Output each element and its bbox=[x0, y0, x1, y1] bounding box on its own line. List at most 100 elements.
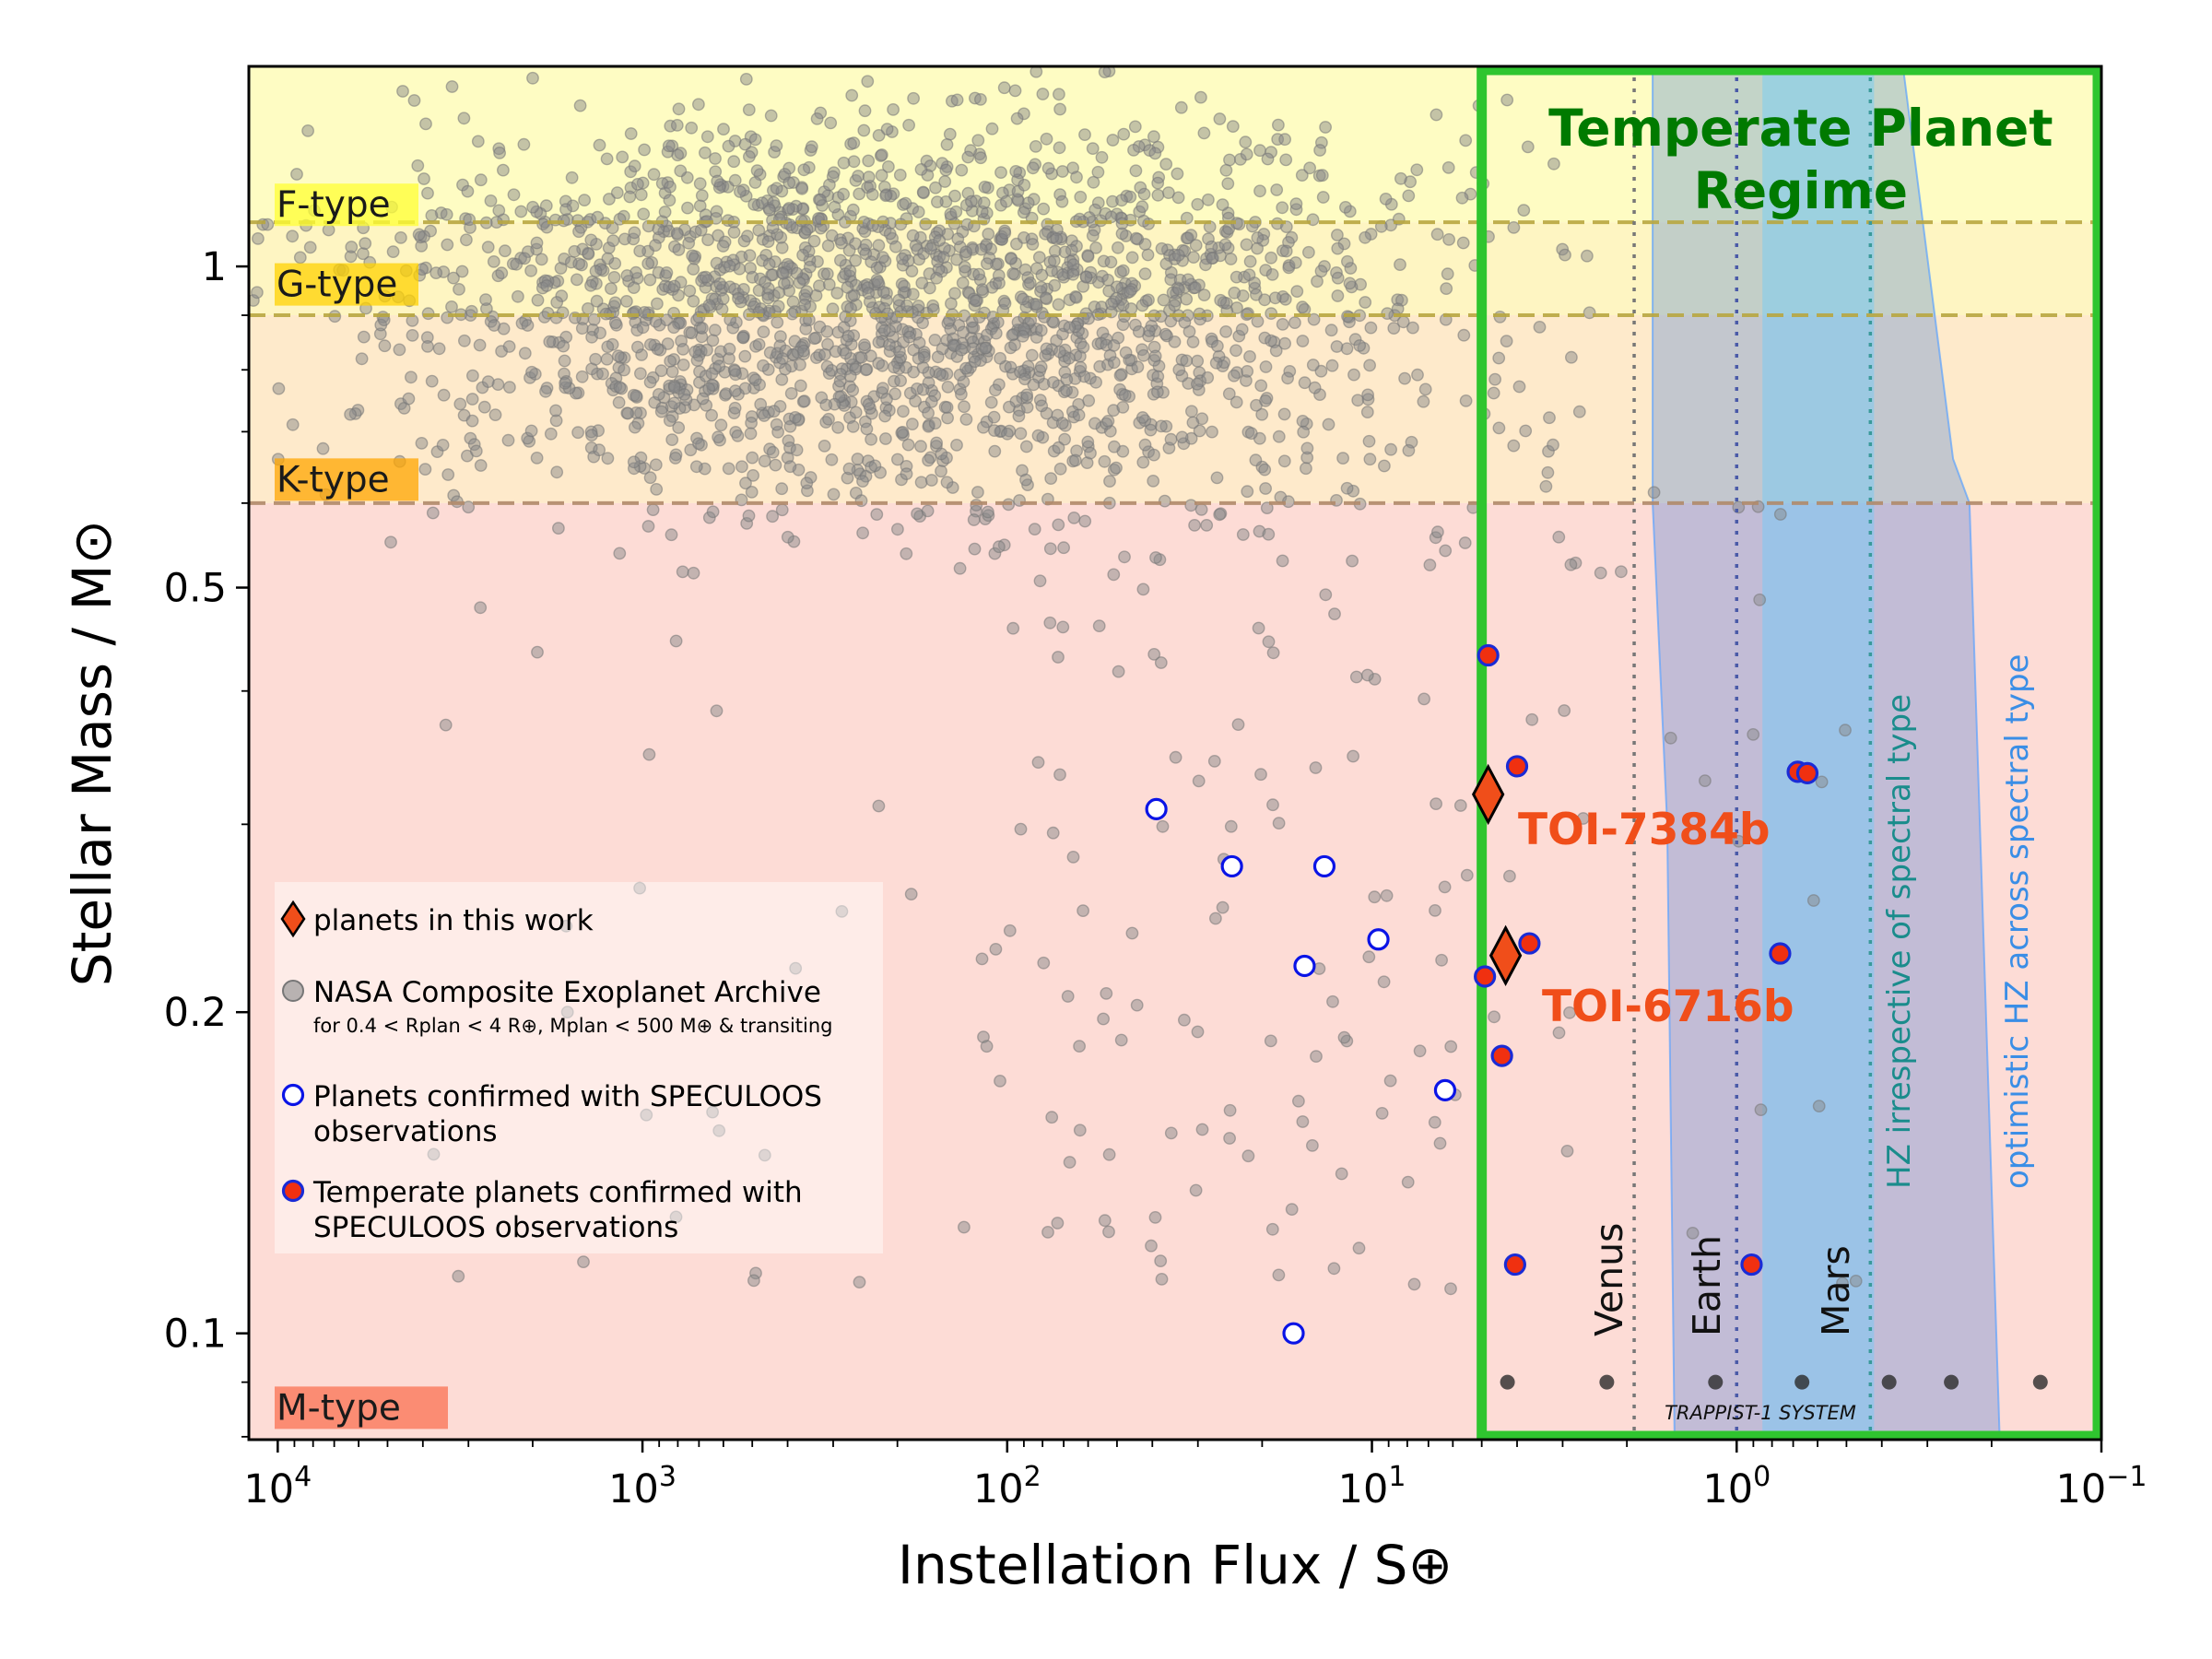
archive-point bbox=[1159, 158, 1173, 171]
archive-point bbox=[1324, 324, 1338, 337]
archive-point bbox=[1276, 317, 1289, 331]
archive-point bbox=[1019, 473, 1032, 487]
x-tick-exponent: −1 bbox=[2106, 1461, 2147, 1493]
archive-point bbox=[1330, 340, 1344, 353]
archive-point bbox=[743, 149, 756, 163]
archive-point bbox=[426, 506, 440, 520]
speculoos-temperate-point bbox=[1490, 1044, 1513, 1067]
archive-point bbox=[1364, 321, 1378, 335]
archive-point bbox=[665, 433, 679, 446]
archive-point bbox=[948, 189, 961, 203]
archive-point bbox=[856, 526, 869, 540]
archive-point bbox=[894, 218, 908, 231]
archive-point bbox=[587, 312, 601, 326]
archive-point bbox=[600, 352, 614, 366]
speculoos-temperate-point bbox=[1518, 932, 1541, 955]
archive-point bbox=[687, 294, 700, 308]
archive-point bbox=[761, 291, 775, 305]
archive-point bbox=[575, 370, 589, 383]
plot-frame bbox=[247, 65, 2103, 1441]
archive-point bbox=[469, 444, 483, 458]
archive-point bbox=[608, 316, 622, 330]
archive-point bbox=[1302, 245, 1315, 259]
archive-point bbox=[481, 241, 495, 253]
archive-point bbox=[1277, 407, 1291, 421]
archive-point bbox=[1336, 452, 1350, 465]
archive-point bbox=[1210, 471, 1224, 485]
archive-point bbox=[1100, 987, 1113, 1000]
archive-point bbox=[1359, 296, 1372, 309]
archive-point bbox=[1747, 728, 1760, 741]
archive-point bbox=[610, 186, 624, 200]
archive-point bbox=[1009, 164, 1023, 178]
speculoos-confirmed-point bbox=[1293, 954, 1316, 978]
archive-point bbox=[1435, 953, 1449, 967]
archive-point bbox=[1340, 342, 1354, 356]
archive-point bbox=[1533, 320, 1547, 334]
archive-point bbox=[1072, 408, 1086, 422]
archive-point bbox=[540, 220, 554, 234]
archive-point bbox=[1418, 382, 1432, 396]
archive-point bbox=[846, 419, 860, 433]
archive-point bbox=[953, 561, 967, 575]
archive-point bbox=[699, 270, 712, 284]
conservative-hz-region bbox=[1762, 66, 1875, 1440]
archive-point bbox=[933, 367, 947, 381]
archive-point bbox=[1418, 692, 1431, 706]
archive-point bbox=[1428, 1115, 1441, 1129]
archive-point bbox=[1308, 381, 1322, 394]
archive-point bbox=[1543, 411, 1556, 425]
archive-point bbox=[1039, 291, 1053, 305]
archive-point bbox=[870, 508, 884, 521]
archive-point bbox=[758, 1148, 771, 1162]
archive-point bbox=[251, 231, 265, 245]
archive-point bbox=[603, 193, 616, 206]
archive-point bbox=[984, 395, 998, 409]
archive-point bbox=[667, 321, 680, 335]
archive-point bbox=[1201, 371, 1215, 384]
optimistic-hz-region bbox=[1652, 66, 2001, 1440]
archive-point bbox=[1288, 316, 1301, 329]
archive-point bbox=[1298, 376, 1312, 390]
archive-point bbox=[1360, 668, 1374, 682]
archive-point bbox=[1290, 285, 1304, 298]
archive-point bbox=[1410, 163, 1424, 177]
archive-point bbox=[878, 409, 892, 423]
archive-point bbox=[734, 185, 747, 198]
archive-point bbox=[862, 171, 876, 184]
archive-point bbox=[693, 177, 707, 191]
archive-point bbox=[1583, 306, 1596, 320]
archive-point bbox=[835, 236, 848, 250]
archive-point bbox=[904, 888, 918, 900]
archive-point bbox=[1457, 328, 1471, 342]
archive-point bbox=[803, 260, 817, 274]
archive-point bbox=[843, 265, 857, 277]
archive-point bbox=[1754, 1103, 1768, 1117]
archive-point bbox=[1440, 282, 1453, 295]
archive-point bbox=[906, 418, 919, 430]
planet-label-toi-6716b: TOI-6716b bbox=[1542, 982, 1794, 1032]
archive-point bbox=[1125, 926, 1139, 940]
archive-point bbox=[717, 123, 730, 136]
archive-point bbox=[1226, 120, 1240, 134]
archive-point bbox=[1112, 241, 1124, 254]
archive-point bbox=[1107, 568, 1121, 582]
archive-point bbox=[827, 488, 841, 501]
archive-point bbox=[1132, 324, 1146, 338]
archive-point bbox=[958, 260, 971, 274]
archive-point bbox=[1552, 1026, 1566, 1040]
archive-point bbox=[671, 148, 685, 162]
archive-point bbox=[560, 1006, 574, 1019]
archive-point bbox=[1266, 646, 1280, 660]
archive-point bbox=[967, 513, 981, 526]
temperate-regime-box bbox=[1477, 66, 2101, 1440]
archive-point bbox=[879, 432, 892, 445]
archive-point bbox=[1224, 253, 1238, 265]
archive-point bbox=[1262, 635, 1276, 649]
archive-point bbox=[858, 338, 871, 352]
archive-point bbox=[1019, 440, 1033, 453]
archive-point bbox=[1223, 1132, 1237, 1145]
archive-point bbox=[758, 454, 771, 468]
archive-point bbox=[596, 367, 609, 381]
archive-point bbox=[1224, 819, 1238, 833]
